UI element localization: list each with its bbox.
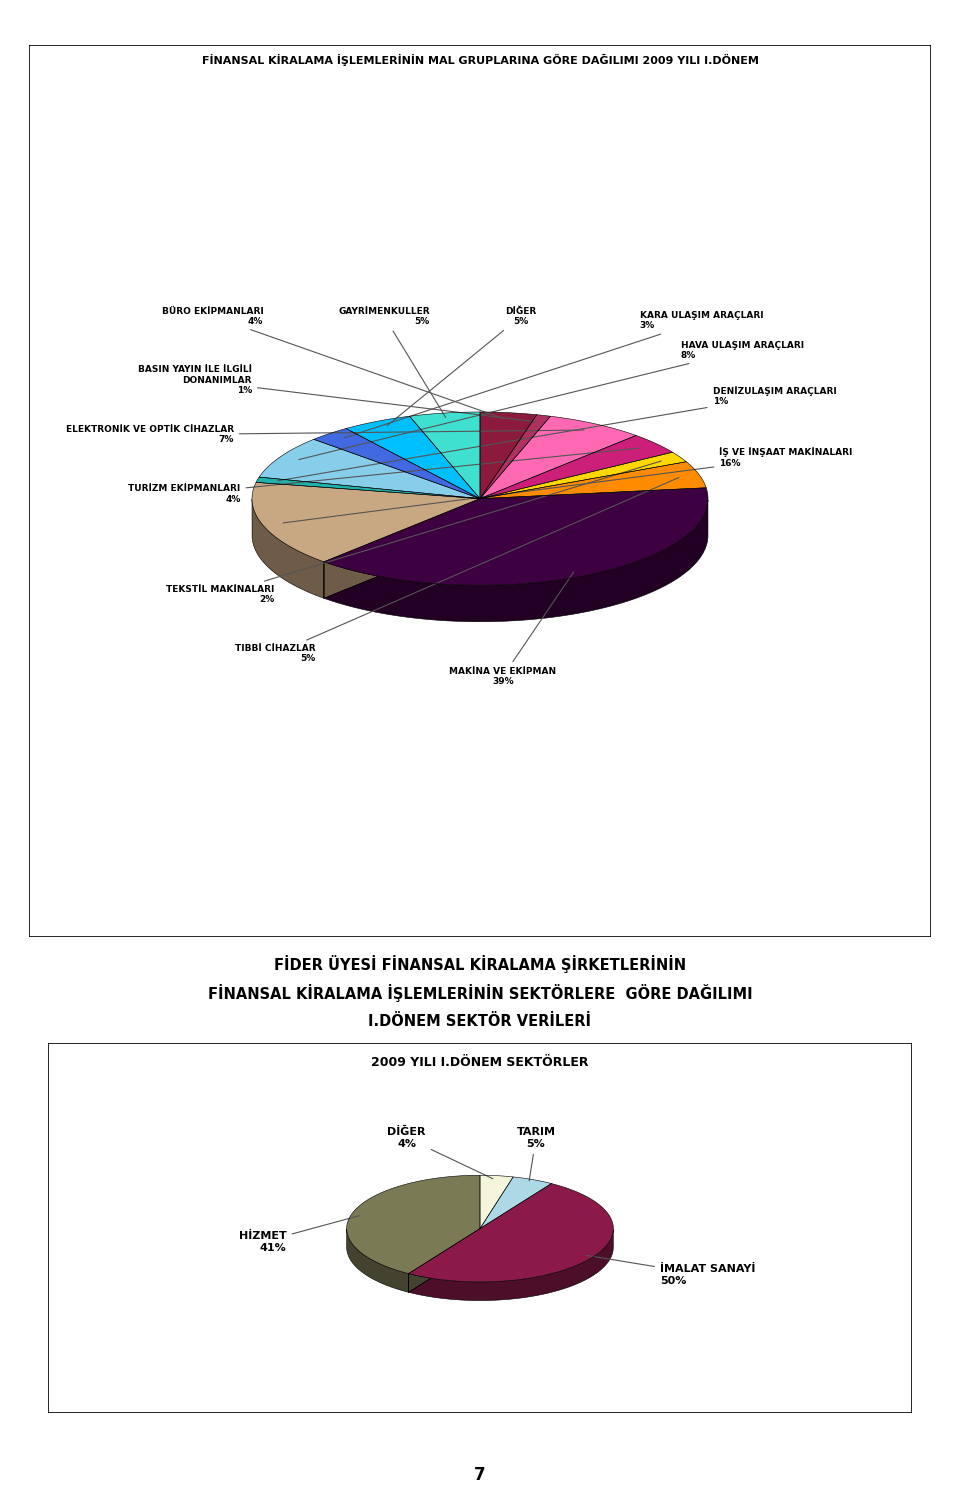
FancyBboxPatch shape — [29, 45, 931, 937]
Text: BÜRO EKİPMANLARI
4%: BÜRO EKİPMANLARI 4% — [161, 307, 504, 419]
Polygon shape — [346, 416, 480, 499]
Polygon shape — [480, 1176, 514, 1228]
Polygon shape — [409, 1228, 480, 1292]
Text: ELEKTRONİK VE OPTİK CİHAZLAR
7%: ELEKTRONİK VE OPTİK CİHAZLAR 7% — [65, 425, 584, 444]
Text: TEKSTİL MAKİNALARI
2%: TEKSTİL MAKİNALARI 2% — [166, 461, 661, 604]
Polygon shape — [409, 1230, 613, 1301]
Text: GAYRİMENKULLER
5%: GAYRİMENKULLER 5% — [338, 307, 445, 417]
Polygon shape — [347, 1176, 480, 1274]
Polygon shape — [410, 413, 480, 499]
Text: HAVA ULAŞIM ARAÇLARI
8%: HAVA ULAŞIM ARAÇLARI 8% — [299, 340, 804, 459]
Polygon shape — [480, 435, 673, 499]
Polygon shape — [324, 499, 480, 598]
Polygon shape — [480, 413, 537, 499]
Polygon shape — [324, 500, 708, 621]
Polygon shape — [480, 416, 636, 499]
Text: MAKİNA VE EKİPMAN
39%: MAKİNA VE EKİPMAN 39% — [449, 573, 574, 686]
Polygon shape — [252, 499, 324, 598]
Polygon shape — [480, 462, 707, 499]
Text: I.DÖNEM SEKTÖR VERİLERİ: I.DÖNEM SEKTÖR VERİLERİ — [369, 1014, 591, 1029]
Text: İMALAT SANAYİ
50%: İMALAT SANAYİ 50% — [587, 1256, 756, 1286]
Text: 7: 7 — [474, 1466, 486, 1484]
Text: 2009 YILI I.DÖNEM SEKTÖRLER: 2009 YILI I.DÖNEM SEKTÖRLER — [372, 1056, 588, 1070]
Polygon shape — [256, 477, 480, 499]
Polygon shape — [259, 440, 480, 499]
Polygon shape — [347, 1228, 409, 1292]
Text: DİĞER
5%: DİĞER 5% — [387, 307, 537, 426]
Text: TIBBİ CİHAZLAR
5%: TIBBİ CİHAZLAR 5% — [235, 477, 679, 663]
Text: BASIN YAYIN İLE İLGİLİ
DONANIMLAR
1%: BASIN YAYIN İLE İLGİLİ DONANIMLAR 1% — [138, 366, 536, 422]
Text: İŞ VE İNŞAAT MAKİNALARI
16%: İŞ VE İNŞAAT MAKİNALARI 16% — [283, 447, 852, 523]
Text: FİNANSAL KİRALAMA İŞLEMLERİNİN SEKTÖRLERE  GÖRE DAĞILIMI: FİNANSAL KİRALAMA İŞLEMLERİNİN SEKTÖRLER… — [207, 984, 753, 1002]
Polygon shape — [480, 414, 550, 499]
Text: FİDER ÜYESİ FİNANSAL KİRALAMA ŞİRKETLERİNİN: FİDER ÜYESİ FİNANSAL KİRALAMA ŞİRKETLERİ… — [274, 955, 686, 973]
FancyBboxPatch shape — [48, 1043, 912, 1413]
Text: DİĞER
4%: DİĞER 4% — [388, 1127, 492, 1179]
Polygon shape — [480, 1177, 551, 1228]
Text: HİZMET
41%: HİZMET 41% — [239, 1216, 360, 1253]
Polygon shape — [314, 429, 480, 499]
Polygon shape — [409, 1183, 613, 1281]
Polygon shape — [480, 452, 686, 499]
Polygon shape — [324, 499, 480, 598]
Polygon shape — [252, 482, 480, 562]
Polygon shape — [409, 1228, 480, 1292]
Polygon shape — [324, 488, 708, 585]
Text: FİNANSAL KİRALAMA İŞLEMLERİNİN MAL GRUPLARINA GÖRE DAĞILIMI 2009 YILI I.DÖNEM: FİNANSAL KİRALAMA İŞLEMLERİNİN MAL GRUPL… — [202, 54, 758, 66]
Text: KARA ULAŞIM ARAÇLARI
3%: KARA ULAŞIM ARAÇLARI 3% — [344, 311, 763, 438]
Text: DENİZULAŞIM ARAÇLARI
1%: DENİZULAŞIM ARAÇLARI 1% — [278, 385, 836, 480]
Text: TARIM
5%: TARIM 5% — [516, 1127, 556, 1180]
Text: TURİZM EKİPMANLARI
4%: TURİZM EKİPMANLARI 4% — [129, 449, 638, 503]
